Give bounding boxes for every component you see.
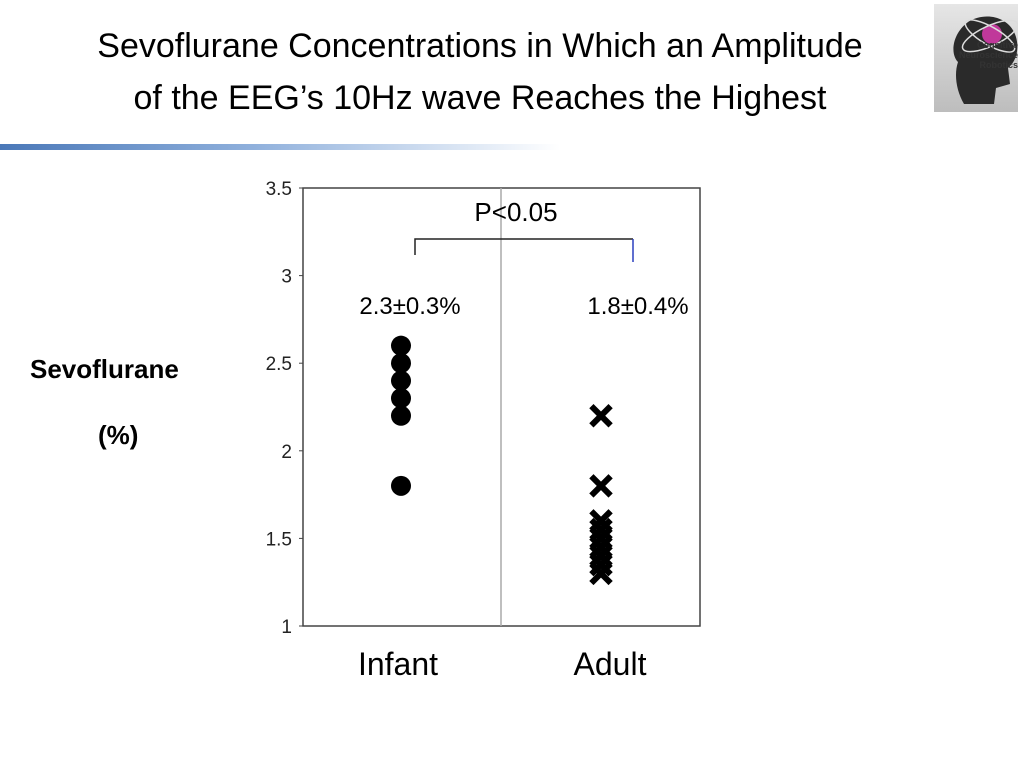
data-point-infant [391,335,411,356]
y-tick-label: 2 [281,442,292,463]
y-tick-label: 3.5 [266,179,292,200]
data-point-adult [589,561,613,586]
significance-bracket [414,238,633,255]
x-category-label: Infant [358,646,438,682]
title-divider [0,144,560,150]
logo-text-line: Neuroscience [958,50,1018,60]
logo-text-line: Robotics [979,60,1018,70]
y-axis-unit-label: (%) [98,420,139,450]
y-axis-label: Sevoflurane [30,354,179,384]
data-point-infant [391,388,411,409]
x-category-label: Adult [574,646,647,682]
y-tick-label: 2.5 [266,354,292,375]
y-tick-label: 3 [281,267,292,288]
logo-text: Cognitive Neuroscience Robotics [948,40,1018,70]
data-point-infant [391,475,411,496]
data-point-adult [589,404,613,428]
significance-label: P<0.05 [474,197,557,227]
slide-title-line-1: Sevoflurane Concentrations in Which an A… [97,27,863,65]
logo-text-line: Cognitive [976,40,1018,50]
slide-title: Sevoflurane Concentrations in Which an A… [0,20,960,124]
brand-logo: Cognitive Neuroscience Robotics [934,4,1018,112]
group-annotation: 2.3±0.3% [359,293,460,320]
data-point-infant [391,370,411,391]
data-point-infant [391,353,411,374]
y-tick-label: 1.5 [266,529,292,550]
y-tick-label: 1 [281,617,292,638]
head-silhouette-icon [953,16,1018,104]
group-annotation: 1.8±0.4% [587,293,688,320]
data-point-infant [391,405,411,426]
slide-title-line-2: of the EEG’s 10Hz wave Reaches the Highe… [133,79,827,117]
data-point-adult [589,474,613,498]
